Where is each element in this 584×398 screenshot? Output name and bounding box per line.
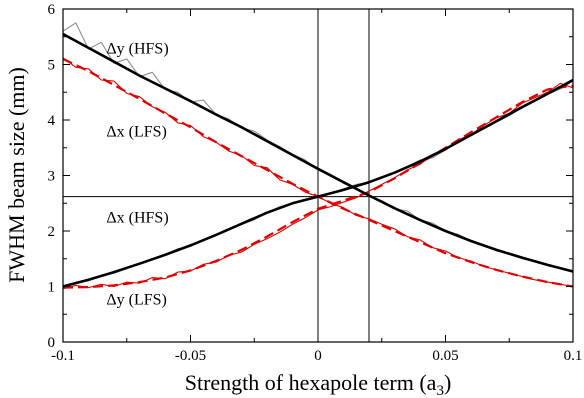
x-tick-label: 0	[314, 348, 322, 364]
y-tick-label: 2	[48, 224, 56, 240]
x-tick-label: 0.05	[432, 348, 458, 364]
x-tick-label: -0.1	[51, 348, 75, 364]
x-axis-title-subscript: 3	[436, 383, 444, 398]
y-tick-label: 1	[48, 280, 56, 296]
curve-annotation-2: Δx (HFS)	[106, 210, 168, 227]
annotations: Δy (HFS) Δx (LFS) Δx (HFS) Δy (LFS)	[106, 40, 168, 308]
x-axis-title-main: Strength of hexapole term (a	[185, 370, 437, 395]
y-tick-label: 5	[48, 58, 56, 74]
y-tick-label: 4	[48, 113, 56, 129]
y-tick-label: 6	[48, 2, 56, 18]
curve-annotation-0: Δy (HFS)	[106, 40, 168, 57]
series-layer	[63, 22, 573, 290]
curve-annotation-1: Δx (LFS)	[106, 124, 167, 141]
y-tick-label: 3	[48, 169, 56, 185]
series-line-3	[63, 84, 573, 289]
x-tick-label: 0.1	[564, 348, 583, 364]
curve-annotation-3: Δy (LFS)	[106, 291, 167, 308]
x-tick-label: -0.05	[175, 348, 206, 364]
y-axis-title: FWHM beam size (mm)	[4, 67, 29, 283]
x-axis-title: Strength of hexapole term (a3)	[185, 370, 452, 398]
y-tick-label: 0	[48, 335, 56, 351]
series-line-1	[63, 78, 573, 288]
axis-ticks: -0.1 -0.05 0 0.05 0.1 0 1 2 3 4 5 6	[48, 2, 583, 364]
x-axis-title-tail: )	[444, 370, 451, 395]
series-line-0	[63, 32, 573, 273]
